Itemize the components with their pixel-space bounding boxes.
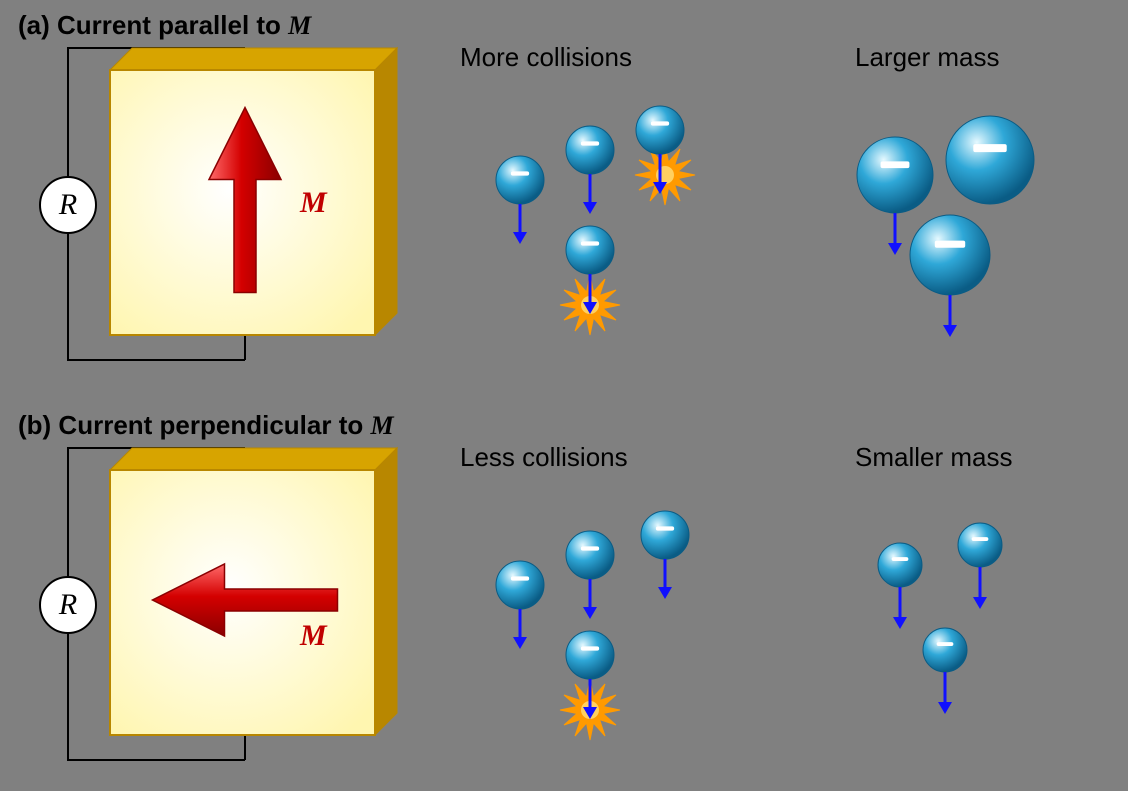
collision-burst-icon: [635, 145, 695, 205]
electron-icon: [566, 531, 614, 619]
M-label: M: [299, 619, 328, 652]
resistor: R: [40, 177, 96, 233]
electron-icon: [566, 126, 614, 214]
electron-icon: [566, 631, 614, 719]
electron-icon: [496, 156, 544, 244]
electron-icon: [878, 543, 922, 629]
resistor: R: [40, 577, 96, 633]
M-label: M: [299, 186, 328, 219]
diagram-canvas: R M R M: [0, 0, 1128, 791]
electron-icon: [910, 215, 990, 337]
svg-text:R: R: [58, 188, 77, 221]
svg-text:R: R: [58, 588, 77, 621]
electron-icon: [946, 116, 1034, 204]
electron-icon: [641, 511, 689, 599]
electron-icon: [958, 523, 1002, 609]
electron-icon: [496, 561, 544, 649]
electron-icon: [923, 628, 967, 714]
electron-icon: [566, 226, 614, 314]
